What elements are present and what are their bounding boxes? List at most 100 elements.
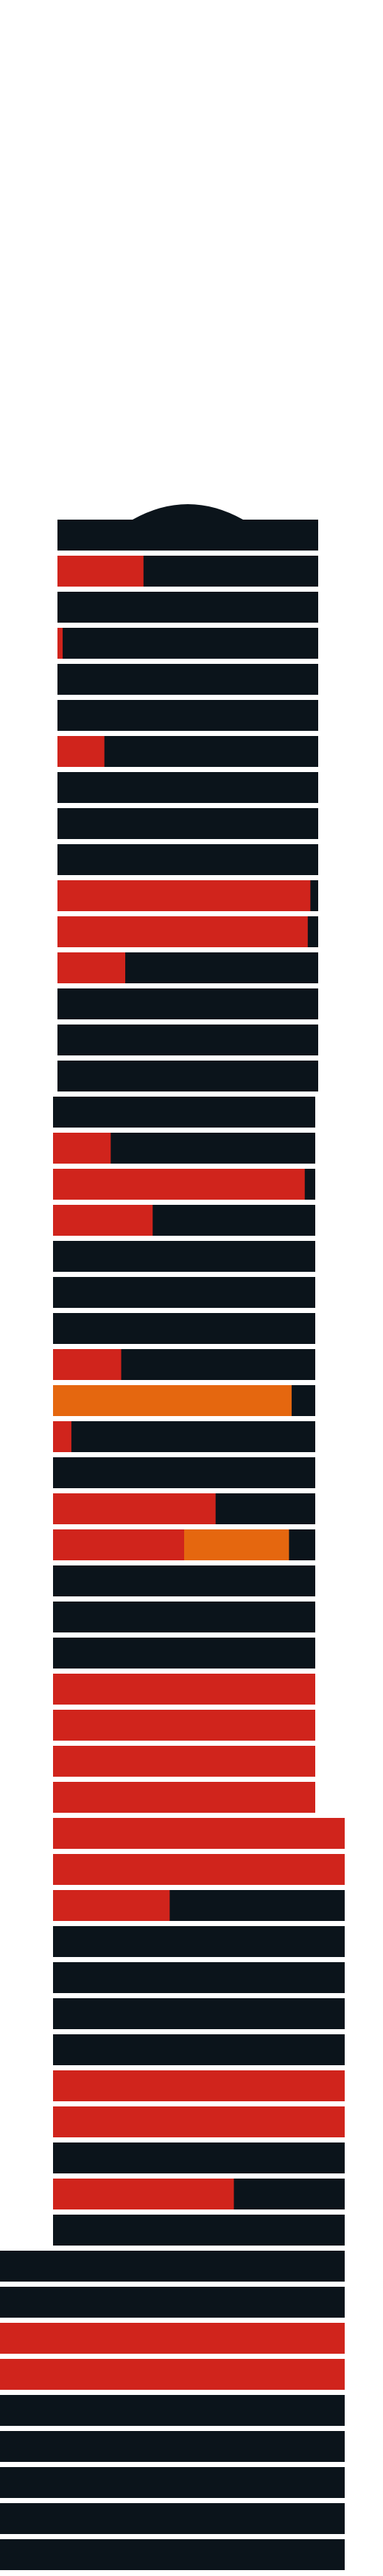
floor-45 (57, 952, 318, 983)
floor-segment-red (53, 1746, 315, 1777)
floor-bar (53, 2215, 345, 2246)
floor-1 (0, 2539, 345, 2570)
floor-39 (53, 1169, 315, 1200)
floor-segment-red (53, 1493, 216, 1524)
floor-33 (53, 1385, 315, 1416)
floor-30 (53, 1493, 315, 1524)
floor-6 (0, 2359, 345, 2390)
floor-segment-red (57, 916, 308, 947)
floor-segment-red (0, 2359, 345, 2390)
floor-segment-red (53, 1205, 153, 1236)
floor-bar (53, 1962, 345, 1993)
floor-bar (53, 1602, 315, 1632)
floor-bar (57, 1025, 318, 1055)
floor-51 (57, 736, 318, 767)
floor-bar (53, 1998, 345, 2029)
floor-segment-red (53, 1529, 184, 1560)
floor-54 (57, 628, 318, 659)
floor-21 (53, 1818, 345, 1849)
floor-9 (0, 2251, 345, 2282)
roof-dome (133, 504, 243, 520)
floor-48 (57, 844, 318, 875)
floor-22 (53, 1782, 315, 1813)
floor-4 (0, 2431, 345, 2462)
floor-bar (53, 1277, 315, 1308)
floor-bar (53, 1638, 315, 1669)
floor-bar (0, 2467, 345, 2498)
floor-46 (57, 916, 318, 947)
floor-bar (53, 1926, 345, 1957)
floor-bar (57, 1061, 318, 1091)
floor-segment-red (53, 2106, 345, 2137)
floor-segment-red (53, 1818, 345, 1849)
floor-56 (57, 556, 318, 587)
floor-38 (53, 1205, 315, 1236)
floor-bar (57, 772, 318, 803)
floor-segment-red (53, 1349, 122, 1380)
floor-49 (57, 808, 318, 839)
floor-segment-orange (53, 1385, 292, 1416)
floor-segment-red (57, 628, 63, 659)
floor-31 (53, 1457, 315, 1488)
floor-41 (53, 1097, 315, 1128)
floor-35 (53, 1313, 315, 1344)
floor-29 (53, 1529, 315, 1560)
floor-47 (57, 880, 318, 911)
floor-bar (53, 1421, 315, 1452)
floor-segment-red (57, 736, 105, 767)
floor-segment-red (53, 1169, 305, 1200)
floor-11 (53, 2179, 345, 2209)
floor-27 (53, 1602, 315, 1632)
floor-44 (57, 988, 318, 1019)
floor-bar (53, 1097, 315, 1128)
floor-bar (53, 2034, 345, 2065)
floor-bar (53, 1241, 315, 1272)
floor-8 (0, 2287, 345, 2318)
floor-bar (0, 2251, 345, 2282)
floor-3 (0, 2467, 345, 2498)
floor-segment-orange (184, 1529, 289, 1560)
floor-14 (53, 2070, 345, 2101)
floor-bar (57, 520, 318, 551)
floor-segment-red (53, 2179, 234, 2209)
floor-15 (53, 2034, 345, 2065)
floor-12 (53, 2142, 345, 2173)
floor-segment-red (53, 1421, 71, 1452)
floor-17 (53, 1962, 345, 1993)
floor-2 (0, 2503, 345, 2534)
floor-23 (53, 1746, 315, 1777)
floor-13 (53, 2106, 345, 2137)
floor-40 (53, 1133, 315, 1164)
floor-bar (53, 2142, 345, 2173)
floor-42 (57, 1061, 318, 1091)
floor-bar (0, 2539, 345, 2570)
floor-25 (53, 1674, 315, 1705)
floor-bar (53, 1565, 315, 1596)
floor-10 (53, 2215, 345, 2246)
floor-32 (53, 1421, 315, 1452)
floor-bar (0, 2503, 345, 2534)
floor-bar (57, 592, 318, 623)
floor-18 (53, 1926, 345, 1957)
floor-segment-red (53, 1890, 170, 1921)
floor-34 (53, 1349, 315, 1380)
floor-segment-red (53, 1782, 315, 1813)
floor-bar (53, 1457, 315, 1488)
floor-bar (57, 664, 318, 695)
floor-bar (57, 628, 318, 659)
floor-19 (53, 1890, 345, 1921)
floor-37 (53, 1241, 315, 1272)
floor-segment-red (53, 2070, 345, 2101)
floor-bar (0, 2287, 345, 2318)
floor-5 (0, 2395, 345, 2426)
floor-segment-red (53, 1710, 315, 1741)
floor-16 (53, 1998, 345, 2029)
floor-segment-red (0, 2323, 345, 2354)
floor-24 (53, 1710, 315, 1741)
floor-bar (53, 1313, 315, 1344)
floor-7 (0, 2323, 345, 2354)
floor-36 (53, 1277, 315, 1308)
floor-bar (57, 844, 318, 875)
